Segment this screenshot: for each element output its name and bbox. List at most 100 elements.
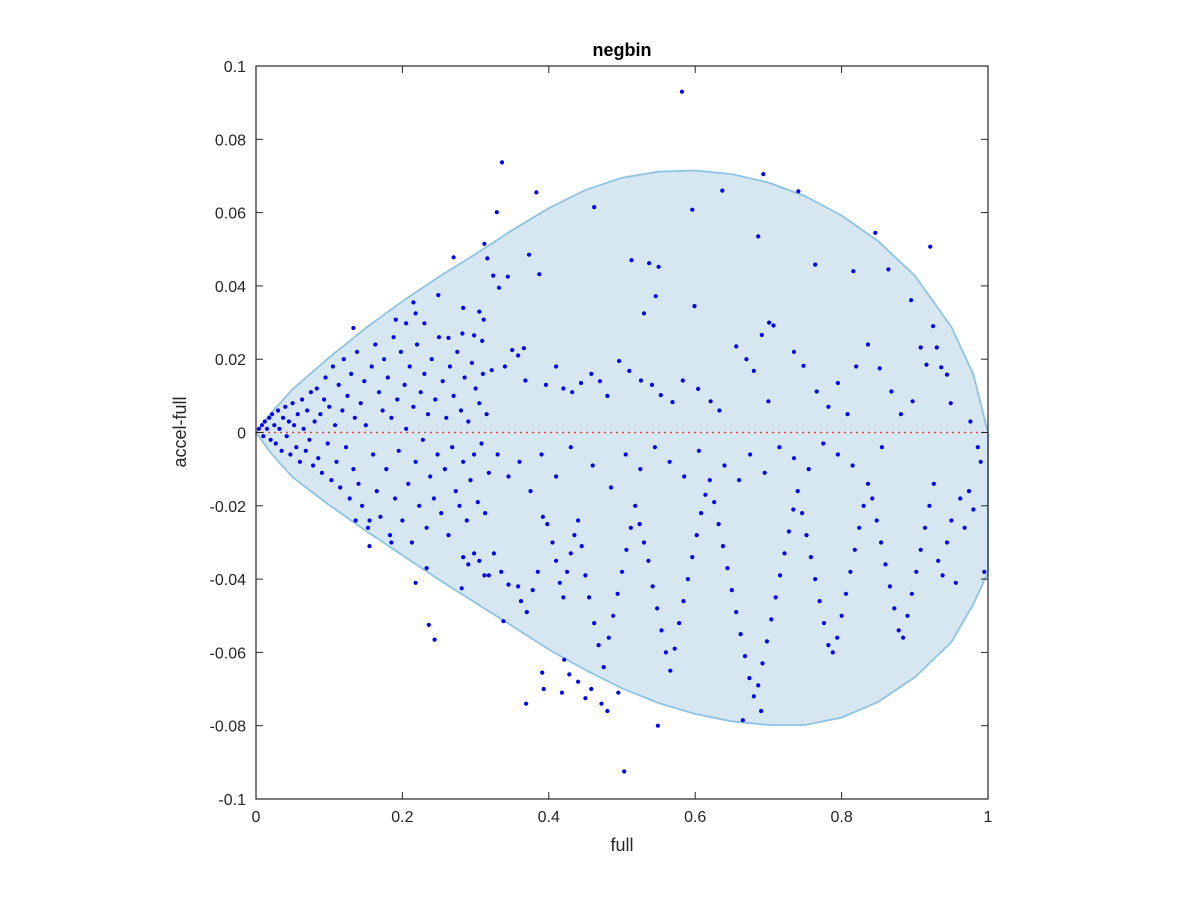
data-point [499,160,505,165]
data-point [472,333,477,338]
data-point [672,646,677,651]
data-point [352,415,357,420]
data-point [740,718,745,723]
data-point [696,386,701,391]
data-point [889,389,894,394]
data-point [633,503,638,508]
data-point [801,363,806,368]
data-point [638,378,644,383]
data-point [761,172,766,177]
data-point [417,503,422,508]
data-point [539,452,544,457]
data-point [314,386,319,391]
data-point [484,412,489,417]
data-point [429,357,434,362]
data-point [540,514,546,519]
data-point [559,690,565,695]
data-point [708,399,713,404]
data-point [821,621,827,626]
y-tick-label: 0.04 [215,279,246,296]
data-point [596,643,601,648]
data-point [259,423,264,428]
data-point [413,311,418,316]
data-point [624,547,629,552]
data-point [839,613,844,618]
data-point [649,382,655,387]
data-point [451,393,456,398]
data-point [572,533,577,538]
data-point [850,463,855,468]
data-point [340,408,345,413]
data-point [554,474,559,479]
data-point [494,210,499,215]
data-point [485,256,490,261]
data-point [590,463,595,468]
data-point [327,404,332,409]
data-point [358,401,363,406]
data-point [524,701,529,706]
data-point [877,366,882,371]
data-point [455,349,460,354]
data-point [510,347,515,353]
data-point [262,419,267,424]
x-tick-label: 0.4 [538,809,560,826]
data-point [413,580,418,585]
data-point [460,331,465,336]
data-point [652,445,658,450]
data-point [605,393,610,398]
data-point [583,573,588,578]
data-point [424,566,429,571]
data-point [261,434,266,439]
data-point [773,595,778,600]
data-point [928,244,933,249]
data-point [389,415,394,420]
data-point [936,558,941,563]
data-point [786,529,792,534]
data-point [813,262,818,267]
data-point [764,639,770,644]
data-point [466,419,471,424]
data-point [918,345,923,350]
data-point [477,401,482,406]
data-point [615,591,620,596]
data-point [400,518,405,523]
data-point [351,467,356,472]
data-point [971,507,976,512]
data-point [966,489,972,494]
data-point [782,551,787,556]
data-point [409,540,414,545]
data-point [873,230,878,235]
data-point [367,544,372,549]
data-point [557,580,562,585]
data-point [879,445,885,450]
data-point [808,555,814,560]
data-point [804,533,809,538]
data-point [483,510,488,516]
data-point [477,558,482,563]
data-point [256,426,261,431]
data-point [927,503,932,508]
data-point [323,375,328,380]
data-point [694,533,699,538]
data-point [944,372,950,377]
data-point [537,272,542,277]
data-point [384,467,389,472]
data-point [330,364,335,369]
data-point [420,437,425,442]
data-point [679,89,685,94]
data-point [619,569,625,574]
data-point [300,397,305,402]
data-point [628,525,633,530]
data-point [759,332,764,338]
y-tick-label: 0.06 [215,206,246,223]
data-point [638,467,643,472]
data-point [382,357,387,362]
data-point [655,723,661,728]
data-point [479,441,484,446]
data-point [267,415,272,420]
data-point [826,404,831,409]
data-point [738,632,743,637]
data-point [477,309,482,314]
data-point [896,628,901,633]
y-tick-label: 0 [237,426,246,443]
